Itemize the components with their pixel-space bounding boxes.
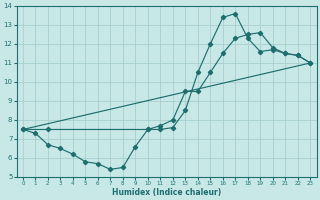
- X-axis label: Humidex (Indice chaleur): Humidex (Indice chaleur): [112, 188, 221, 197]
